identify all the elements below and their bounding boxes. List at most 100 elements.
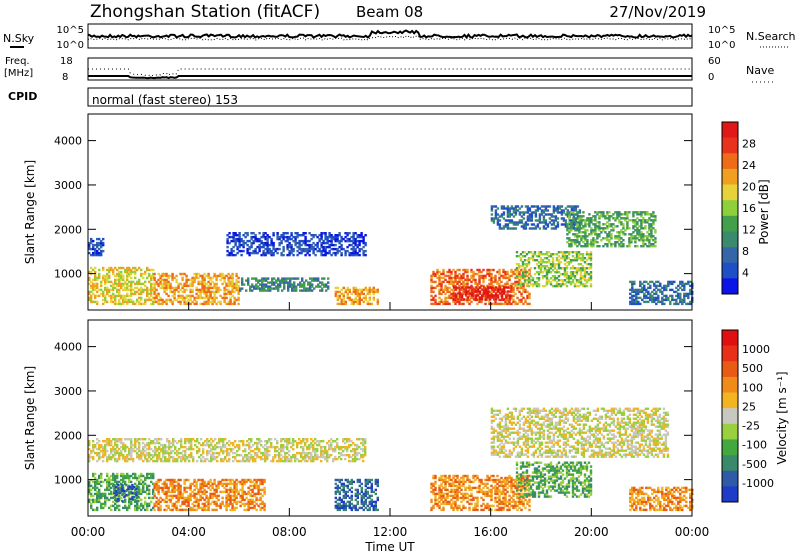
echo-cell bbox=[326, 459, 329, 463]
echo-cell bbox=[330, 445, 333, 449]
echo-cell bbox=[244, 447, 247, 451]
echo-cell bbox=[514, 284, 517, 288]
echo-cell bbox=[362, 237, 365, 241]
echo-cell bbox=[302, 234, 305, 237]
echo-cell bbox=[677, 284, 680, 288]
echo-cell bbox=[582, 211, 585, 214]
echo-cell bbox=[559, 284, 563, 288]
echo-cell bbox=[226, 441, 229, 445]
echo-cell bbox=[446, 302, 449, 306]
echo-cell bbox=[370, 288, 373, 292]
echo-cell bbox=[574, 209, 578, 212]
echo-cell bbox=[555, 271, 559, 274]
echo-cell bbox=[92, 449, 95, 453]
echo-cell bbox=[655, 286, 658, 290]
echo-cell bbox=[281, 289, 284, 292]
echo-cell bbox=[272, 243, 275, 247]
echo-cell bbox=[234, 237, 237, 241]
echo-cell bbox=[531, 259, 535, 262]
echo-cell bbox=[175, 274, 178, 278]
echo-cell bbox=[207, 298, 210, 302]
echo-cell bbox=[583, 275, 587, 278]
echo-cell bbox=[142, 272, 145, 276]
echo-cell bbox=[580, 237, 583, 240]
echo-cell bbox=[350, 300, 353, 304]
echo-cell bbox=[152, 441, 155, 445]
colorbar-swatch bbox=[722, 153, 738, 170]
echo-cell bbox=[108, 290, 111, 294]
echo-cell bbox=[217, 300, 220, 304]
echo-cell bbox=[562, 211, 566, 214]
echo-cell bbox=[185, 504, 188, 508]
echo-cell bbox=[539, 257, 543, 260]
echo-cell bbox=[608, 225, 611, 228]
echo-cell bbox=[162, 451, 165, 455]
echo-cell bbox=[547, 255, 551, 258]
echo-cell bbox=[280, 239, 283, 243]
echo-cell bbox=[301, 283, 304, 286]
echo-cell bbox=[169, 274, 172, 278]
echo-cell bbox=[547, 279, 551, 282]
echo-cell bbox=[534, 215, 538, 218]
echo-cell bbox=[529, 283, 533, 286]
echo-cell bbox=[122, 453, 125, 457]
echo-cell bbox=[168, 451, 171, 455]
echo-cell bbox=[528, 209, 532, 212]
echo-cell bbox=[472, 274, 475, 278]
echo-cell bbox=[328, 440, 331, 443]
echo-cell bbox=[460, 292, 463, 296]
echo-cell bbox=[568, 215, 571, 218]
echo-cell bbox=[257, 281, 260, 284]
echo-cell bbox=[148, 451, 151, 455]
echo-cell bbox=[242, 249, 245, 253]
echo-cell bbox=[626, 217, 629, 220]
echo-cell bbox=[290, 455, 293, 459]
echo-cell bbox=[629, 288, 632, 292]
echo-cell bbox=[542, 221, 546, 224]
echo-cell bbox=[586, 245, 589, 248]
echo-cell bbox=[537, 261, 541, 264]
echo-cell bbox=[376, 290, 379, 294]
echo-cell bbox=[683, 288, 686, 292]
echo-cell bbox=[98, 498, 101, 502]
echo-cell bbox=[432, 296, 435, 300]
echo-cell bbox=[264, 453, 267, 457]
echo-cell bbox=[622, 243, 625, 246]
echo-cell bbox=[316, 241, 319, 245]
echo-cell bbox=[320, 232, 323, 235]
echo-cell bbox=[450, 282, 453, 286]
echo-cell bbox=[582, 237, 585, 240]
echo-cell bbox=[462, 280, 465, 284]
echo-cell bbox=[116, 480, 119, 484]
echo-cell bbox=[372, 286, 375, 290]
echo-cell bbox=[171, 508, 174, 512]
echo-cell bbox=[665, 284, 668, 288]
echo-cell bbox=[432, 270, 435, 274]
echo-cell bbox=[113, 483, 116, 487]
echo-cell bbox=[146, 506, 149, 510]
echo-cell bbox=[567, 275, 571, 278]
echo-cell bbox=[226, 237, 229, 241]
echo-cell bbox=[302, 447, 305, 451]
echo-cell bbox=[171, 504, 174, 508]
echo-cell bbox=[528, 213, 532, 216]
echo-cell bbox=[229, 298, 232, 302]
echo-cell bbox=[225, 302, 228, 306]
echo-cell bbox=[512, 288, 515, 292]
echo-cell bbox=[126, 302, 129, 306]
echo-cell bbox=[572, 233, 575, 236]
echo-cell bbox=[640, 213, 643, 216]
echo-cell bbox=[258, 449, 261, 453]
echo-cell bbox=[134, 441, 137, 445]
echo-cell bbox=[102, 292, 105, 296]
echo-cell bbox=[295, 277, 298, 280]
echo-cell bbox=[114, 502, 117, 506]
echo-cell bbox=[436, 284, 439, 288]
echo-cell bbox=[96, 486, 99, 490]
echo-cell bbox=[462, 298, 466, 301]
echo-cell bbox=[606, 239, 609, 242]
echo-cell bbox=[284, 455, 287, 459]
echo-cell bbox=[244, 241, 247, 245]
echo-cell bbox=[464, 290, 468, 293]
echo-cell bbox=[634, 221, 637, 224]
